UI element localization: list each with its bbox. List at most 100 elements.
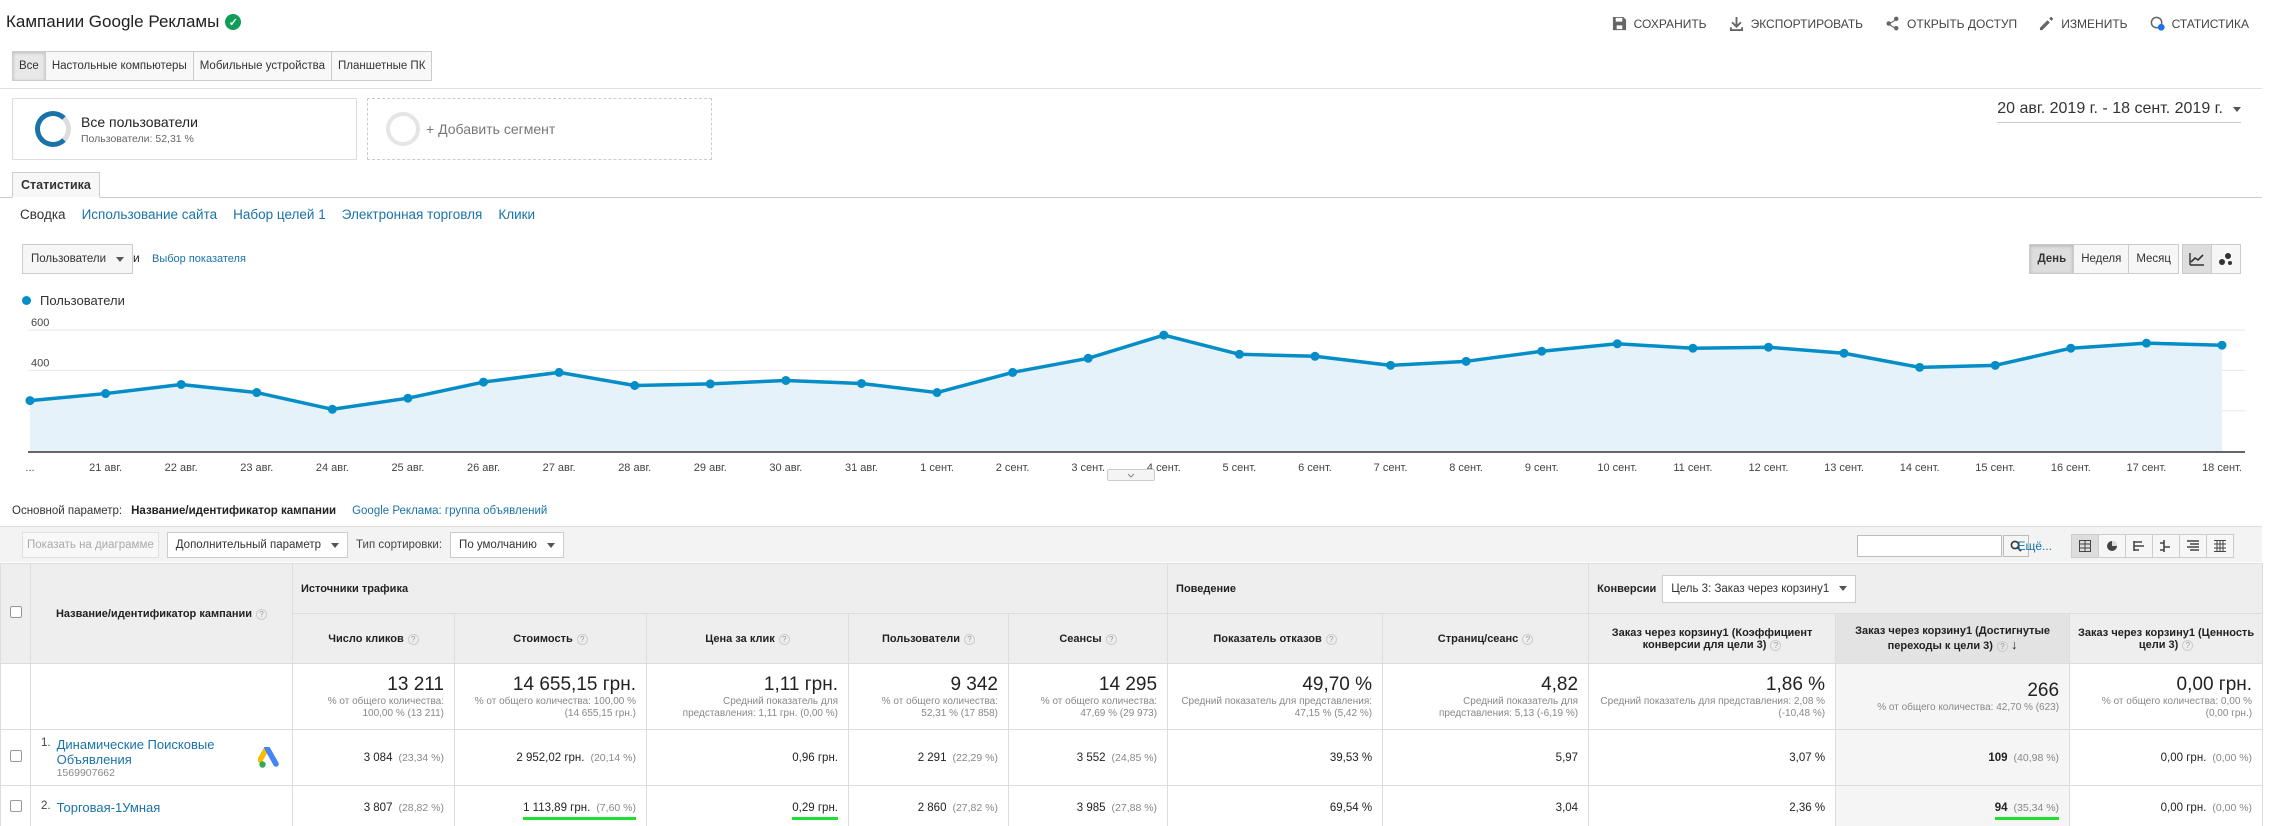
- header-pages-per-session[interactable]: Страниц/сеанс?: [1382, 613, 1590, 664]
- data-point[interactable]: [2141, 338, 2151, 348]
- data-point[interactable]: [1688, 343, 1698, 353]
- save-button[interactable]: СОХРАНИТЬ: [1612, 16, 1707, 31]
- data-point[interactable]: [856, 378, 866, 388]
- data-point[interactable]: [479, 377, 489, 387]
- totals-cell-empty: [0, 663, 31, 730]
- primary-dim-alt[interactable]: Google Реклама: группа объявлений: [352, 505, 548, 517]
- help-icon: ?: [1996, 641, 2008, 652]
- view-term-cloud-button[interactable]: [2179, 534, 2207, 558]
- subnav-goal-set[interactable]: Набор целей 1: [233, 207, 326, 222]
- data-point[interactable]: [25, 396, 35, 406]
- tab-all[interactable]: Все: [12, 51, 46, 81]
- insights-button[interactable]: СТАТИСТИКА: [2150, 16, 2249, 31]
- header-bounce-rate[interactable]: Показатель отказов?: [1167, 613, 1384, 664]
- data-point[interactable]: [1763, 342, 1773, 352]
- data-point[interactable]: [1461, 356, 1471, 366]
- plot-rows-button[interactable]: Показать на диаграмме: [22, 532, 159, 558]
- cell-value: 3 084: [363, 751, 393, 764]
- share-icon: [1886, 16, 1899, 31]
- tab-desktop[interactable]: Настольные компьютеры: [44, 51, 194, 81]
- data-point[interactable]: [554, 367, 564, 377]
- view-pivot-button[interactable]: [2206, 534, 2234, 558]
- table-search-input[interactable]: [1857, 535, 2002, 557]
- sort-type-select[interactable]: По умолчанию: [450, 532, 564, 558]
- data-point[interactable]: [781, 375, 791, 385]
- period-day[interactable]: День: [2029, 244, 2075, 274]
- tab-mobile[interactable]: Мобильные устройства: [192, 51, 332, 81]
- data-point[interactable]: [630, 381, 640, 390]
- table-toolbar: Показать на диаграмме Дополнительный пар…: [0, 526, 2262, 562]
- campaign-link[interactable]: Динамические Поисковые Объявления: [56, 736, 215, 767]
- header-goal-conv-rate[interactable]: Заказ через корзину1 (Коэффициент конвер…: [1588, 613, 1837, 664]
- chevron-down-icon: [2233, 106, 2241, 112]
- pie-icon: [2107, 541, 2117, 551]
- header-clicks[interactable]: Число кликов?: [292, 613, 455, 664]
- data-point[interactable]: [1839, 348, 1849, 358]
- add-segment-button[interactable]: + Добавить сегмент: [367, 98, 712, 160]
- data-point[interactable]: [1386, 360, 1396, 370]
- cell-value: 0,00 грн.: [2160, 801, 2207, 814]
- view-percent-button[interactable]: [2098, 534, 2126, 558]
- view-performance-button[interactable]: [2125, 534, 2153, 558]
- secondary-dimension-select[interactable]: Дополнительный параметр: [166, 532, 349, 558]
- header-sessions[interactable]: Сеансы?: [1007, 613, 1169, 664]
- choose-metric-link[interactable]: Выбор показателя: [152, 253, 246, 265]
- view-data-button[interactable]: [2071, 534, 2099, 558]
- data-point[interactable]: [705, 379, 715, 389]
- segment-all-users[interactable]: Все пользователи Пользователи: 52,31 %: [12, 98, 357, 160]
- data-point[interactable]: [1234, 349, 1244, 359]
- chart-resize-handle[interactable]: [1107, 469, 1155, 481]
- goal-select[interactable]: Цель 3: Заказ через корзину1: [1662, 574, 1857, 603]
- tab-statistics[interactable]: Статистика: [12, 172, 100, 198]
- data-point[interactable]: [101, 389, 111, 399]
- total-value: 4,82: [1541, 673, 1579, 695]
- campaign-link[interactable]: Торговая-1Умная: [56, 800, 161, 815]
- data-point[interactable]: [176, 379, 186, 389]
- data-point[interactable]: [1083, 353, 1093, 363]
- subnav-clicks[interactable]: Клики: [498, 207, 536, 222]
- header-cpc[interactable]: Цена за клик?: [646, 613, 849, 664]
- tab-tablet[interactable]: Планшетные ПК: [331, 51, 433, 81]
- header-cost[interactable]: Стоимость?: [454, 613, 647, 664]
- subnav-ecommerce[interactable]: Электронная торговля: [341, 207, 483, 222]
- cell-value: 3 985: [1076, 801, 1106, 814]
- data-point[interactable]: [403, 393, 413, 403]
- data-point[interactable]: [327, 404, 337, 414]
- search-icon: [2010, 540, 2022, 552]
- metric-select[interactable]: Пользователи: [22, 244, 134, 274]
- cell-percent: (40,98 %): [2013, 751, 2060, 764]
- subnav-site-usage[interactable]: Использование сайта: [81, 207, 218, 222]
- date-range-picker[interactable]: 20 авг. 2019 г. - 18 сент. 2019 г.: [1997, 100, 2241, 123]
- data-point[interactable]: [1612, 339, 1622, 349]
- subnav-summary[interactable]: Сводка: [20, 207, 66, 222]
- data-point[interactable]: [2217, 340, 2227, 350]
- data-point[interactable]: [1159, 330, 1169, 340]
- period-week[interactable]: Неделя: [2073, 244, 2130, 274]
- data-point[interactable]: [2066, 343, 2076, 353]
- edit-button[interactable]: ИЗМЕНИТЬ: [2039, 16, 2128, 31]
- data-point[interactable]: [932, 388, 942, 398]
- period-month[interactable]: Месяц: [2128, 244, 2179, 274]
- data-point[interactable]: [252, 388, 262, 398]
- line-chart-button[interactable]: [2182, 244, 2212, 274]
- export-button[interactable]: ЭКСПОРТИРОВАТЬ: [1729, 16, 1863, 31]
- motion-chart-button[interactable]: [2211, 244, 2241, 274]
- data-point[interactable]: [1008, 367, 1018, 377]
- row-checkbox[interactable]: [9, 750, 22, 762]
- select-all-checkbox[interactable]: [9, 606, 22, 618]
- header-campaign[interactable]: Название/идентификатор кампании?: [30, 563, 293, 664]
- row-checkbox[interactable]: [9, 800, 22, 812]
- search-button[interactable]: [2003, 535, 2029, 557]
- header-users[interactable]: Пользователи?: [848, 613, 1009, 664]
- chart-type-toggle: [2182, 244, 2241, 274]
- share-button[interactable]: ОТКРЫТЬ ДОСТУП: [1885, 16, 2017, 31]
- data-point[interactable]: [1537, 346, 1547, 356]
- cell-percent: (24,85 %): [1111, 751, 1158, 764]
- advanced-link[interactable]: Ещё...: [2017, 539, 2052, 553]
- header-goal-value[interactable]: Заказ через корзину1 (Ценность цели 3)?: [2069, 613, 2264, 664]
- data-point[interactable]: [1990, 360, 2000, 370]
- view-comparison-button[interactable]: [2152, 534, 2180, 558]
- data-point[interactable]: [1310, 351, 1320, 361]
- header-goal-completions[interactable]: Заказ через корзину1 (Достигнутые перехо…: [1835, 613, 2071, 664]
- data-point[interactable]: [1915, 362, 1925, 372]
